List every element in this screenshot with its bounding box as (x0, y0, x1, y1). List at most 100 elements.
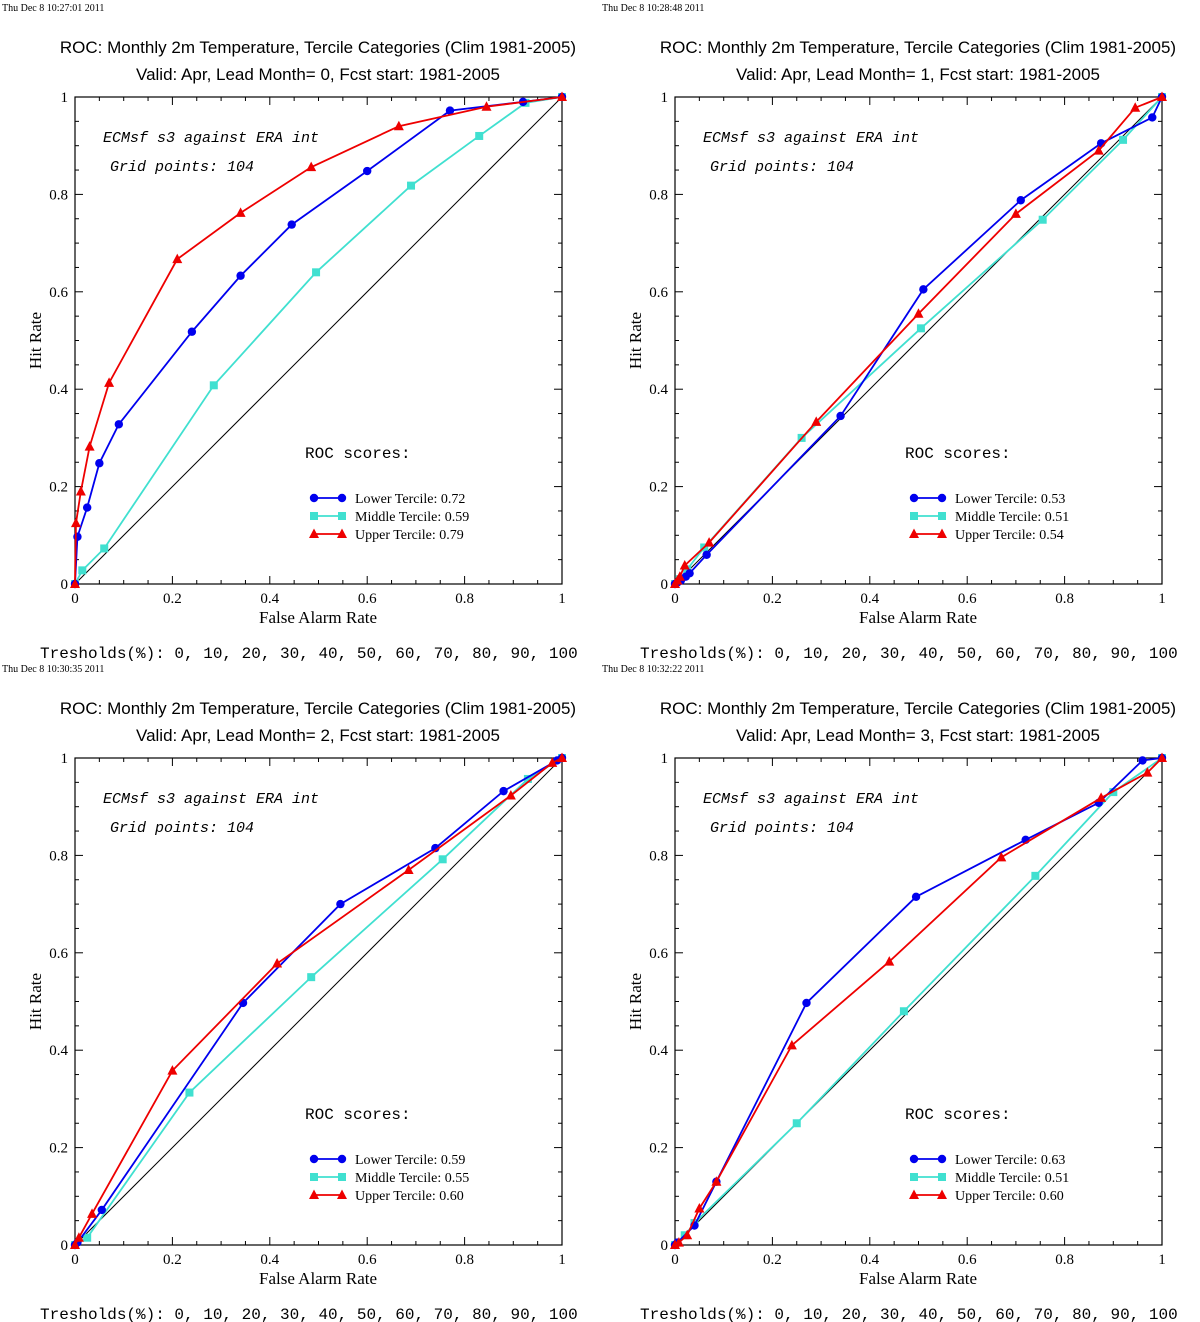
y-tick-label: 0.4 (649, 382, 668, 398)
legend-marker-middle (910, 1173, 918, 1181)
data-point-upper (70, 517, 81, 528)
data-point-middle (407, 181, 416, 190)
data-point-upper (1142, 767, 1153, 777)
legend-label-lower: Lower Tercile: 0.53 (955, 492, 1065, 507)
data-point-upper (679, 559, 690, 570)
x-tick-label: 1 (1158, 1252, 1166, 1268)
data-point-upper (557, 91, 567, 101)
legend-marker-middle (338, 512, 346, 520)
legend-marker-middle (910, 512, 918, 520)
data-point-upper (75, 485, 86, 496)
x-axis-label: False Alarm Rate (859, 1269, 977, 1288)
thresholds-note: Tresholds(%): 0, 10, 20, 30, 40, 50, 60,… (640, 645, 1178, 661)
roc-panel-lead-1: Thu Dec 8 10:28:48 2011 ROC: Monthly 2m T… (600, 0, 1200, 661)
x-tick-label: 0.4 (260, 591, 279, 607)
y-tick-label: 0.2 (49, 1141, 68, 1157)
y-tick-label: 0.6 (649, 285, 668, 301)
y-tick-label: 0.8 (49, 848, 68, 864)
data-point-upper (167, 1065, 178, 1075)
data-point-lower (236, 271, 245, 280)
data-point-upper (913, 308, 924, 318)
y-tick-label: 0.8 (649, 848, 668, 864)
data-point-lower (802, 998, 811, 1008)
data-point-middle (312, 268, 321, 277)
data-point-upper (393, 120, 404, 131)
data-point-lower (1138, 756, 1147, 765)
series-line-lower (74, 96, 563, 585)
data-point-lower (919, 285, 928, 294)
data-point-middle (438, 855, 447, 864)
chart-title: ROC: Monthly 2m Temperature, Tercile Cat… (660, 699, 1176, 718)
y-tick-label: 0.2 (649, 1141, 668, 1157)
data-point-middle (1119, 135, 1128, 144)
legend-marker-middle (938, 1173, 946, 1181)
y-tick-label: 1 (661, 90, 669, 106)
legend-marker-lower (337, 1154, 347, 1164)
data-point-upper (674, 571, 685, 581)
legend-label-middle: Middle Tercile: 0.59 (355, 510, 469, 525)
legend-marker-upper (309, 1189, 319, 1199)
data-point-middle (209, 381, 218, 390)
roc-scores-title: ROC scores: (905, 1106, 1011, 1124)
data-point-upper (1157, 752, 1167, 762)
y-tick-label: 0.8 (649, 187, 668, 203)
chart-title: ROC: Monthly 2m Temperature, Tercile Cat… (660, 38, 1176, 57)
x-tick-label: 0 (71, 1252, 79, 1268)
y-tick-label: 0.6 (49, 946, 68, 962)
data-point-lower (431, 843, 440, 853)
legend-marker-middle (338, 1173, 346, 1181)
data-point-middle (307, 973, 316, 982)
x-tick-label: 1 (558, 591, 566, 607)
data-point-lower (97, 1205, 106, 1215)
x-tick-label: 0.4 (260, 1252, 279, 1268)
y-tick-label: 1 (61, 751, 69, 767)
thresholds-note: Tresholds(%): 0, 10, 20, 30, 40, 50, 60,… (640, 1306, 1178, 1322)
legend-marker-lower (937, 493, 947, 503)
data-point-middle (792, 1119, 801, 1128)
roc-chart-svg: Thu Dec 8 10:28:48 2011 ROC: Monthly 2m T… (602, 3, 1178, 661)
no-skill-diagonal (74, 96, 563, 585)
legend-label-upper: Upper Tercile: 0.60 (955, 1189, 1064, 1204)
data-point-upper (104, 377, 115, 387)
data-point-upper (704, 537, 715, 547)
data-point-upper (1130, 102, 1141, 112)
data-point-middle (475, 131, 484, 140)
y-tick-label: 0.6 (649, 946, 668, 962)
data-point-middle (185, 1088, 194, 1097)
data-point-lower (499, 786, 508, 796)
legend-marker-middle (310, 1173, 318, 1181)
legend-marker-lower (337, 493, 347, 503)
data-point-middle (523, 774, 532, 783)
data-point-lower (82, 503, 92, 512)
x-tick-label: 0.6 (958, 591, 977, 607)
data-point-upper (711, 1176, 722, 1186)
data-point-upper (1096, 792, 1107, 802)
legend-marker-middle (938, 512, 946, 520)
data-point-lower (685, 569, 694, 578)
y-tick-label: 0.6 (49, 285, 68, 301)
data-point-lower (238, 998, 248, 1008)
data-point-upper (682, 1229, 693, 1240)
chart-subtitle: Valid: Apr, Lead Month= 3, Fcst start: 1… (736, 726, 1100, 745)
legend-label-upper: Upper Tercile: 0.54 (955, 528, 1064, 543)
y-tick-label: 0 (661, 577, 669, 593)
roc-chart-svg: Thu Dec 8 10:27:01 2011 ROC: Monthly 2m T… (2, 3, 578, 661)
x-tick-label: 0.2 (763, 591, 782, 607)
x-tick-label: 1 (1158, 591, 1166, 607)
data-point-upper (884, 956, 895, 966)
x-tick-label: 1 (558, 1252, 566, 1268)
data-point-upper (70, 578, 80, 588)
data-point-upper (505, 789, 516, 800)
annotation-gridpoints: Grid points: 104 (710, 820, 854, 837)
x-tick-label: 0 (671, 591, 679, 607)
legend-marker-upper (909, 1189, 919, 1199)
x-tick-label: 0.6 (958, 1252, 977, 1268)
timestamp: Thu Dec 8 10:28:48 2011 (602, 3, 704, 14)
y-tick-label: 0.4 (49, 1043, 68, 1059)
x-tick-label: 0.2 (163, 1252, 182, 1268)
data-point-middle (83, 1233, 92, 1242)
x-tick-label: 0.2 (763, 1252, 782, 1268)
data-point-upper (673, 1237, 684, 1247)
y-tick-label: 0 (661, 1238, 669, 1254)
data-point-upper (235, 207, 246, 217)
